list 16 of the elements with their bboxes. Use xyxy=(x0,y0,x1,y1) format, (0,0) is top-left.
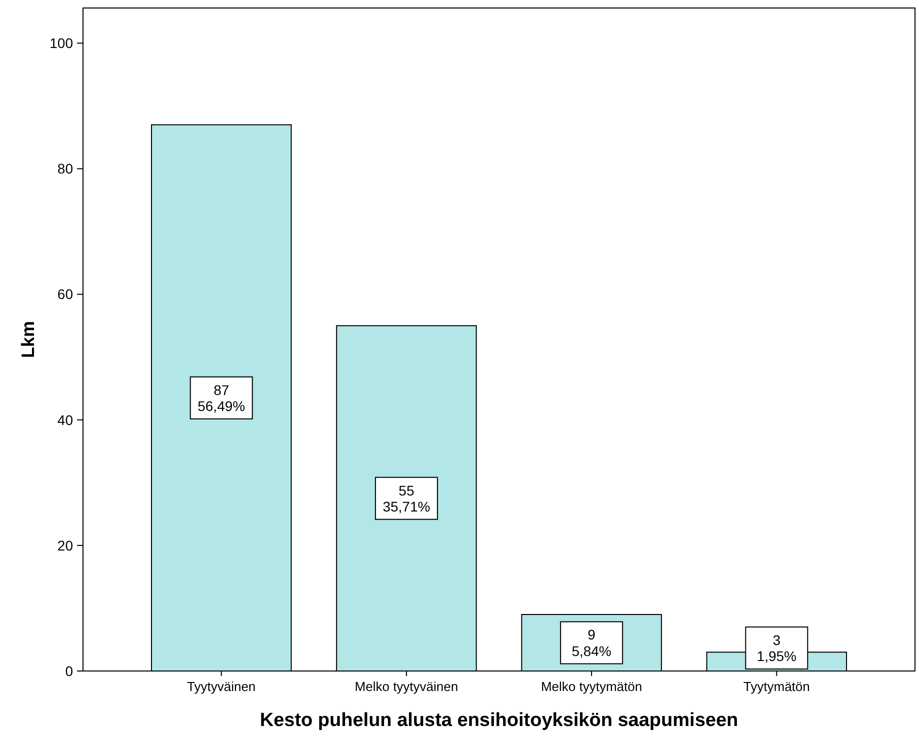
x-tick-label: Tyytymätön xyxy=(743,679,810,694)
y-tick-label: 40 xyxy=(57,412,74,428)
y-tick-label: 80 xyxy=(57,160,74,177)
data-label: 9 5,84% xyxy=(572,626,612,659)
y-tick-label: 100 xyxy=(50,35,74,52)
y-tick-label: 60 xyxy=(57,286,74,302)
y-axis-title: Lkm xyxy=(18,320,38,358)
x-axis-title: Kesto puhelun alusta ensihoitoyksikön saapumiseen xyxy=(260,710,738,731)
x-tick-label: Tyytyväinen xyxy=(187,679,256,694)
data-label: 3 1,95% xyxy=(756,632,796,664)
y-tick-label: 20 xyxy=(57,537,74,554)
data-label: 55 35,71% xyxy=(382,482,430,514)
x-tick-label: Melko tyytymätön xyxy=(540,679,642,694)
x-tick-label: Melko tyytyväinen xyxy=(354,679,458,694)
data-label: 87 56,49% xyxy=(198,382,246,414)
y-tick-label: 0 xyxy=(65,662,74,679)
